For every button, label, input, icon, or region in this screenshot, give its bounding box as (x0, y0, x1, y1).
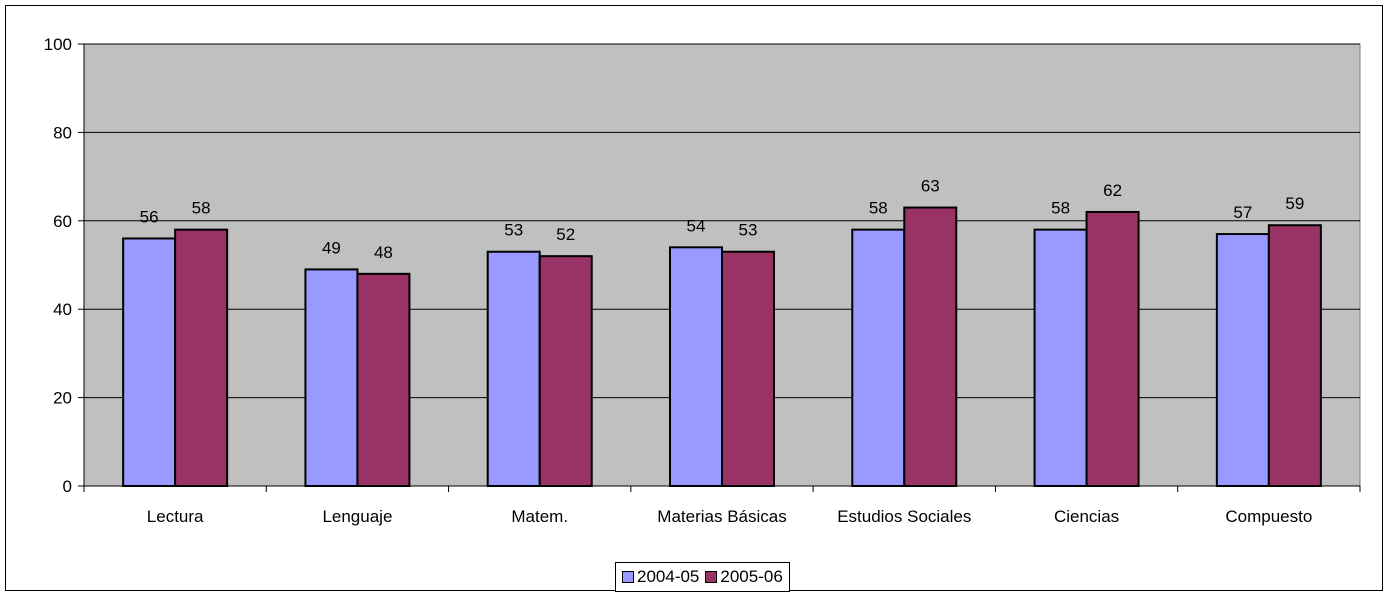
bar-0-5 (1033, 228, 1088, 487)
legend-swatch-series-0 (622, 571, 634, 583)
y-tick-label-0: 0 (63, 477, 72, 496)
x-tick-label-5: Ciencias (1054, 507, 1119, 526)
y-tick-label-4: 80 (53, 123, 72, 142)
bar-0-0 (122, 237, 177, 487)
y-tick-label-1: 20 (53, 389, 72, 408)
data-label-1-6: 59 (1285, 194, 1304, 213)
data-label-0-2: 53 (504, 221, 523, 240)
y-tick-label-2: 40 (53, 300, 72, 319)
data-label-1-1: 48 (374, 243, 393, 262)
x-tick-label-0: Lectura (147, 507, 204, 526)
y-tick-label-3: 60 (53, 212, 72, 231)
plot-area: 0 20 40 60 80 100 Lectura 56 58 Lenguaje 49 48 Matem… (44, 35, 1361, 526)
bar-1-3 (721, 250, 775, 487)
bar-1-6 (1267, 224, 1322, 487)
x-tick-label-4: Estudios Sociales (837, 507, 971, 526)
x-tick-label-3: Materias Básicas (657, 507, 786, 526)
y-tick-label-5: 100 (44, 35, 72, 54)
bar-0-2 (486, 250, 541, 487)
data-label-0-3: 54 (687, 216, 706, 235)
data-label-1-2: 52 (556, 225, 575, 244)
legend: 2004-05 2005-06 (615, 562, 790, 592)
x-tick-label-6: Compuesto (1225, 507, 1312, 526)
bar-0-3 (669, 246, 723, 487)
legend-label-series-0: 2004-05 (637, 567, 700, 586)
legend-item-series-1: 2005-06 (705, 567, 783, 587)
bar-1-0 (174, 228, 229, 487)
data-label-0-1: 49 (322, 238, 341, 257)
x-tick-label-2: Matem. (511, 507, 568, 526)
legend-label-series-1: 2005-06 (720, 567, 783, 586)
data-label-1-3: 53 (739, 221, 758, 240)
x-tick-label-1: Lenguaje (322, 507, 392, 526)
bar-0-1 (304, 268, 359, 488)
data-label-0-5: 58 (1051, 199, 1070, 218)
legend-swatch-series-1 (705, 571, 718, 583)
bar-1-4 (903, 206, 958, 487)
bar-0-6 (1215, 233, 1270, 487)
bar-1-2 (538, 255, 593, 487)
legend-item-series-0: 2004-05 (622, 567, 699, 587)
data-label-0-4: 58 (869, 199, 888, 218)
bar-0-4 (851, 228, 906, 487)
data-label-1-0: 58 (192, 199, 211, 218)
bar-1-5 (1085, 210, 1140, 488)
data-label-0-6: 57 (1233, 203, 1252, 222)
data-label-1-5: 62 (1103, 181, 1122, 200)
data-label-0-0: 56 (140, 207, 159, 226)
data-label-1-4: 63 (921, 177, 940, 196)
bar-1-1 (356, 272, 411, 487)
